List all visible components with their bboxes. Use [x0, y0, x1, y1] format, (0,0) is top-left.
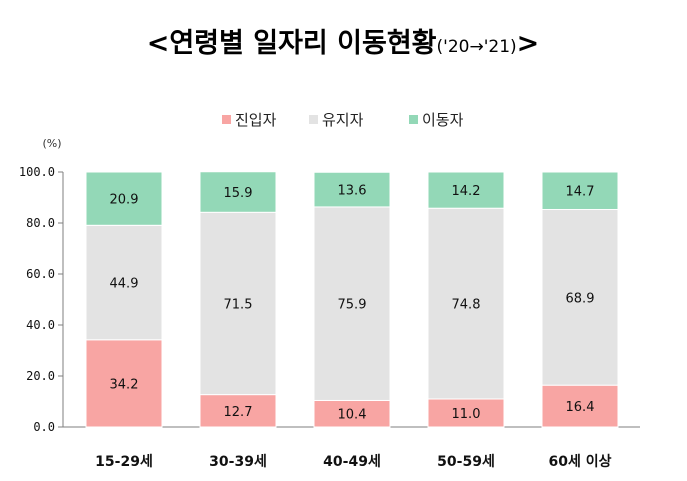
- data-label: 16.4: [566, 400, 595, 415]
- y-tick-label: 80.0: [26, 216, 55, 230]
- y-tick-label: 20.0: [26, 369, 55, 383]
- data-label: 14.2: [452, 184, 481, 199]
- data-label: 75.9: [338, 298, 367, 313]
- bar-segment: [199, 171, 277, 213]
- y-tick-label: 40.0: [26, 318, 55, 332]
- bar-segment: [427, 207, 505, 400]
- data-label: 14.7: [566, 185, 595, 200]
- x-tick-label: 60세 이상: [549, 453, 612, 470]
- chart-title-close: >: [517, 28, 540, 59]
- data-label: 10.4: [338, 408, 367, 423]
- x-tick-label: 30-39세: [209, 454, 267, 470]
- y-tick-label: 100.0: [19, 165, 55, 179]
- bar-segment: [313, 399, 391, 428]
- data-label: 20.9: [110, 193, 139, 208]
- data-label: 71.5: [224, 297, 253, 312]
- data-label: 12.7: [224, 405, 253, 420]
- bar-segment: [427, 398, 505, 428]
- bar-segment: [541, 384, 619, 428]
- x-tick-label: 15-29세: [95, 454, 153, 470]
- bar-segment: [427, 171, 505, 209]
- data-label: 34.2: [110, 377, 139, 392]
- legend-swatch-2: [309, 115, 318, 124]
- data-label: 44.9: [110, 277, 139, 292]
- legend-swatch-1: [222, 115, 231, 124]
- bar-segment: [541, 208, 619, 386]
- legend-label-1: 진입자: [235, 111, 277, 129]
- legend: 진입자 유지자 이동자: [222, 111, 464, 129]
- x-tick-label: 50-59세: [437, 454, 495, 470]
- legend-label-3: 이동자: [422, 111, 464, 129]
- bar-segment: [199, 394, 277, 428]
- y-unit-label: (%): [42, 137, 61, 150]
- bars: 34.2 44.9 20.9 12.7 71.5 15.9 10.4 75.9 13.6 11.0…: [85, 171, 619, 428]
- chart-title: <연령별 일자리 이동현황('20→'21)>: [147, 28, 540, 59]
- bar-segment: [85, 171, 163, 226]
- y-tick-label: 0.0: [33, 420, 55, 434]
- bar-segment: [313, 171, 391, 208]
- data-label: 11.0: [452, 407, 481, 422]
- x-tick-label: 40-49세: [323, 454, 381, 470]
- data-label: 15.9: [224, 186, 253, 201]
- data-label: 68.9: [566, 291, 595, 306]
- bar-segment: [199, 211, 277, 396]
- chart-title-main: <연령별 일자리 이동현황: [147, 28, 437, 59]
- data-label: 13.6: [338, 184, 367, 199]
- bar-segment: [541, 171, 619, 210]
- bar-segment: [313, 206, 391, 401]
- y-tick-label: 60.0: [26, 267, 55, 281]
- chart-title-sub: ('20→'21): [437, 37, 517, 57]
- data-label: 74.8: [452, 298, 481, 313]
- x-axis: 15-29세 30-39세 40-49세 50-59세 60세 이상: [95, 453, 611, 470]
- legend-swatch-3: [409, 115, 418, 124]
- legend-label-2: 유지자: [322, 111, 364, 129]
